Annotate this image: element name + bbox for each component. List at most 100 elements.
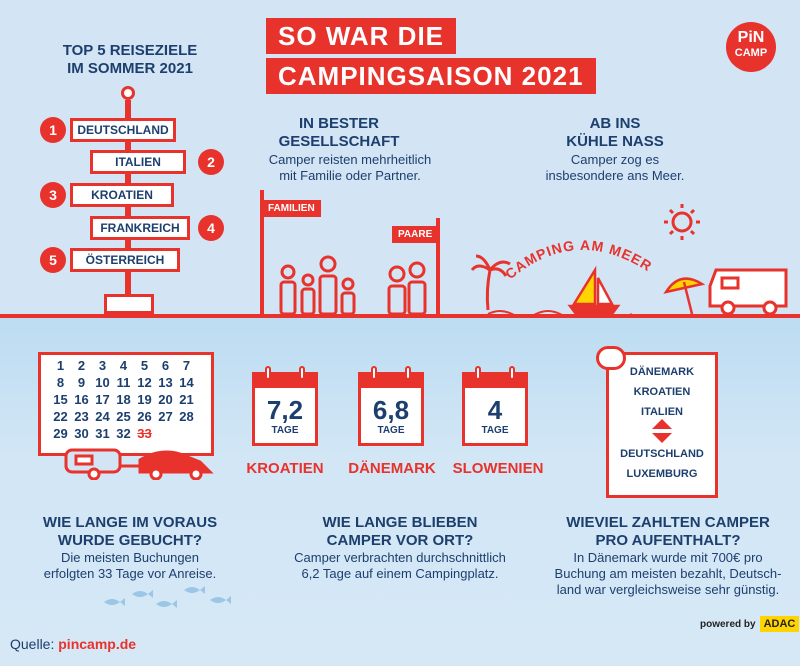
- calendar-day: 25: [116, 409, 131, 424]
- price-text-line-3: land war vergleichsweise sehr günstig.: [556, 582, 780, 597]
- sailboat-icon: [567, 265, 621, 316]
- company-heading-line-1: IN BESTER: [298, 115, 379, 132]
- price-text-line-2: Buchung am meisten bezahlt, Deutsch-: [554, 566, 782, 581]
- powered-by: powered by ADAC: [700, 616, 800, 632]
- umbrella-icon: [663, 277, 706, 315]
- source-line: Quelle: pincamp.de: [10, 636, 136, 652]
- price-bottom-1: DEUTSCHLAND: [620, 448, 704, 460]
- calendar-day: 20: [158, 392, 173, 407]
- calendar-day: 9: [77, 375, 86, 390]
- calendar-day: 30: [74, 426, 89, 441]
- sign-frankreich: FRANKREICH: [90, 216, 190, 240]
- booking-calendar: [38, 352, 214, 456]
- top5-heading-line-1: TOP 5 REISEZIELE: [62, 42, 198, 59]
- calendar-day: 4: [119, 358, 128, 373]
- price-heading: WIEVIEL ZAHLTEN CAMPER PRO AUFENTHALT?: [548, 514, 788, 550]
- stat-calendar-kroatien: 7,2 TAGE: [252, 366, 318, 446]
- title-line-1: SO WAR DIE: [266, 18, 457, 54]
- price-top-3: ITALIEN: [641, 406, 683, 418]
- stay-heading-line-2: CAMPER VOR ORT?: [326, 532, 474, 549]
- label-families: FAMILIEN: [262, 200, 321, 217]
- water-text-line-2: insbesondere ans Meer.: [545, 168, 685, 183]
- calendar-day: 5: [140, 358, 149, 373]
- source-label: Quelle:: [10, 636, 55, 652]
- price-bottom-2: LUXEMBURG: [626, 468, 698, 480]
- company-text: Camper reisten mehrheitlich mit Familie …: [250, 152, 450, 184]
- calendar-day: 28: [179, 409, 194, 424]
- booking-heading-line-2: WURDE GEBUCHT?: [57, 532, 203, 549]
- calendar-day: 3: [98, 358, 107, 373]
- source-link[interactable]: pincamp.de: [58, 636, 137, 652]
- price-top-list: DÄNEMARK KROATIEN ITALIEN: [606, 362, 718, 422]
- stat-unit-kroatien: TAGE: [271, 425, 299, 436]
- calendar-days: 1 2 3 4 5 6 7 8 9 10 11 12 13 14 15 16 17 18 19 20 21 22 23 24 2…: [50, 358, 197, 442]
- stat-country-kroatien: KROATIEN: [246, 460, 324, 477]
- wave-line: [487, 310, 633, 318]
- booking-heading: WIE LANGE IM VORAUS WURDE GEBUCHT?: [20, 514, 240, 550]
- stat-unit-slowenien: TAGE: [481, 425, 509, 436]
- motorhome-icon: [708, 268, 788, 316]
- title-line-2: CAMPINGSAISON 2021: [266, 58, 596, 94]
- price-bottom-list: DEUTSCHLAND LUXEMBURG: [606, 444, 718, 484]
- price-heading-line-1: WIEVIEL ZAHLTEN CAMPER: [566, 514, 770, 531]
- company-heading-line-2: GESELLSCHAFT: [278, 133, 400, 150]
- calendar-day: 18: [116, 392, 131, 407]
- sun-icon: [664, 204, 700, 240]
- rank-badge-4: 4: [198, 215, 224, 241]
- people-figures: [279, 255, 427, 316]
- water-text-line-1: Camper zog es: [570, 152, 660, 167]
- booking-heading-line-1: WIE LANGE IM VORAUS: [42, 514, 218, 531]
- calendar-day: 7: [182, 358, 191, 373]
- price-top-2: KROATIEN: [633, 386, 691, 398]
- calendar-day: 23: [74, 409, 89, 424]
- rank-badge-2: 2: [198, 149, 224, 175]
- stay-text-line-2: 6,2 Tage auf einem Campingplatz.: [301, 566, 499, 581]
- logo-line-1: PiN: [737, 29, 765, 46]
- calendar-day: 15: [53, 392, 68, 407]
- price-text-line-1: In Dänemark wurde mit 700€ pro: [573, 550, 763, 565]
- price-text: In Dänemark wurde mit 700€ pro Buchung a…: [538, 550, 798, 598]
- calendar-day: 14: [179, 375, 194, 390]
- calendar-day: 1: [56, 358, 65, 373]
- rank-badge-5: 5: [40, 247, 66, 273]
- stat-calendar-slowenien: 4 TAGE: [462, 366, 528, 446]
- booking-text: Die meisten Buchungen erfolgten 33 Tage …: [20, 550, 240, 582]
- water-heading-line-2: KÜHLE NASS: [566, 133, 664, 150]
- stay-heading-line-1: WIE LANGE BLIEBEN: [322, 514, 478, 531]
- calendar-day: 19: [137, 392, 152, 407]
- stat-value-daenemark: 6,8: [372, 395, 410, 425]
- calendar-day: 17: [95, 392, 110, 407]
- calendar-day: 16: [74, 392, 89, 407]
- stat-calendar-daenemark: 6,8 TAGE: [358, 366, 424, 446]
- signpost-base: [104, 294, 154, 314]
- stat-value-kroatien: 7,2: [266, 395, 304, 425]
- camping-am-meer-arc-text: CAMPING AM MEER: [502, 237, 654, 282]
- fish-school-icon: [104, 586, 231, 608]
- signpost-knob: [121, 86, 135, 100]
- calendar-day: 31: [95, 426, 110, 441]
- pincamp-logo[interactable]: PiN CAMP: [726, 22, 776, 72]
- booking-text-line-2: erfolgten 33 Tage vor Anreise.: [43, 566, 217, 581]
- price-heading-line-2: PRO AUFENTHALT?: [595, 532, 741, 549]
- adac-logo[interactable]: ADAC: [759, 616, 800, 632]
- scroll-roll: [596, 346, 626, 370]
- water-heading: AB INS KÜHLE NASS: [550, 115, 680, 151]
- calendar-day: 22: [53, 409, 68, 424]
- horizon-line: [0, 314, 800, 318]
- label-couples: PAARE: [392, 226, 439, 243]
- sign-deutschland: DEUTSCHLAND: [70, 118, 176, 142]
- company-text-line-2: mit Familie oder Partner.: [279, 168, 421, 183]
- seaside-scene: CAMPING AM MEER: [470, 204, 788, 318]
- calendar-day: 8: [56, 375, 65, 390]
- top5-heading: TOP 5 REISEZIELE IM SOMMER 2021: [40, 42, 220, 78]
- water-heading-line-1: AB INS: [589, 115, 641, 132]
- calendar-day: 10: [95, 375, 110, 390]
- palm-icon: [470, 254, 511, 311]
- calendar-day: 33: [137, 426, 152, 441]
- top5-heading-line-2: IM SOMMER 2021: [67, 60, 193, 77]
- stat-country-slowenien: SLOWENIEN: [452, 460, 544, 477]
- calendar-day: 32: [116, 426, 131, 441]
- sign-italien: ITALIEN: [90, 150, 186, 174]
- stat-unit-daenemark: TAGE: [377, 425, 405, 436]
- sign-kroatien: KROATIEN: [70, 183, 174, 207]
